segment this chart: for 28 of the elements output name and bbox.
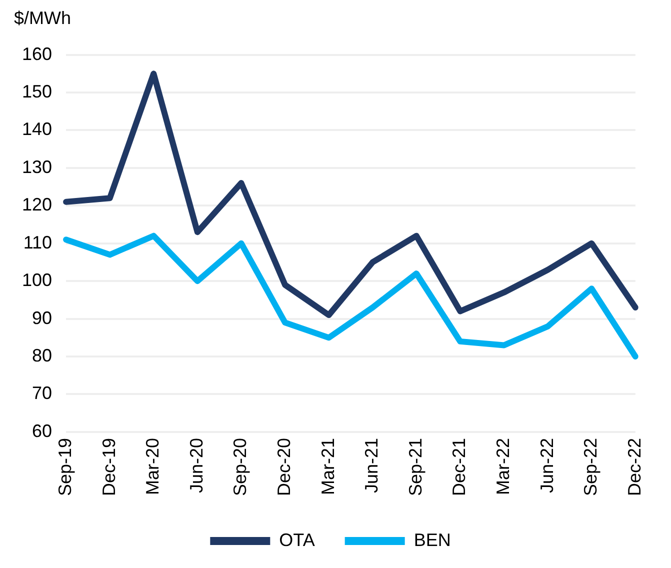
x-tick-label: Dec-19 xyxy=(98,438,119,496)
y-tick-label: 140 xyxy=(22,119,52,140)
x-tick-label: Sep-20 xyxy=(230,438,250,496)
legend-label: OTA xyxy=(279,530,315,550)
x-tick-label: Jun-21 xyxy=(362,438,382,494)
x-tick-label: Mar-20 xyxy=(142,438,163,495)
y-tick-label: 110 xyxy=(23,232,52,252)
x-tick-label: Sep-19 xyxy=(55,438,75,496)
x-tick-label: Mar-21 xyxy=(318,438,338,495)
y-tick-label: 160 xyxy=(22,44,52,64)
y-tick-label: 100 xyxy=(22,270,52,290)
x-tick-label: Sep-21 xyxy=(405,438,426,496)
y-tick-label: 150 xyxy=(22,81,52,102)
y-tick-label: 80 xyxy=(32,345,52,366)
x-tick-label: Dec-20 xyxy=(274,438,294,496)
x-tick-label: Dec-22 xyxy=(624,438,644,496)
y-tick-label: 120 xyxy=(22,194,52,215)
x-tick-label: Jun-20 xyxy=(186,438,206,494)
x-tick-label: Sep-22 xyxy=(580,438,601,496)
y-tick-label: 90 xyxy=(32,308,52,328)
y-tick-label: 130 xyxy=(22,156,52,177)
y-axis-title: $/MWh xyxy=(14,8,72,30)
x-tick-label: Dec-21 xyxy=(449,438,470,496)
x-tick-label: Mar-22 xyxy=(492,438,513,495)
legend-label: BEN xyxy=(414,530,451,550)
x-tick-label: Jun-22 xyxy=(536,438,557,494)
y-tick-label: 60 xyxy=(32,420,52,441)
y-tick-label: 70 xyxy=(32,383,52,404)
